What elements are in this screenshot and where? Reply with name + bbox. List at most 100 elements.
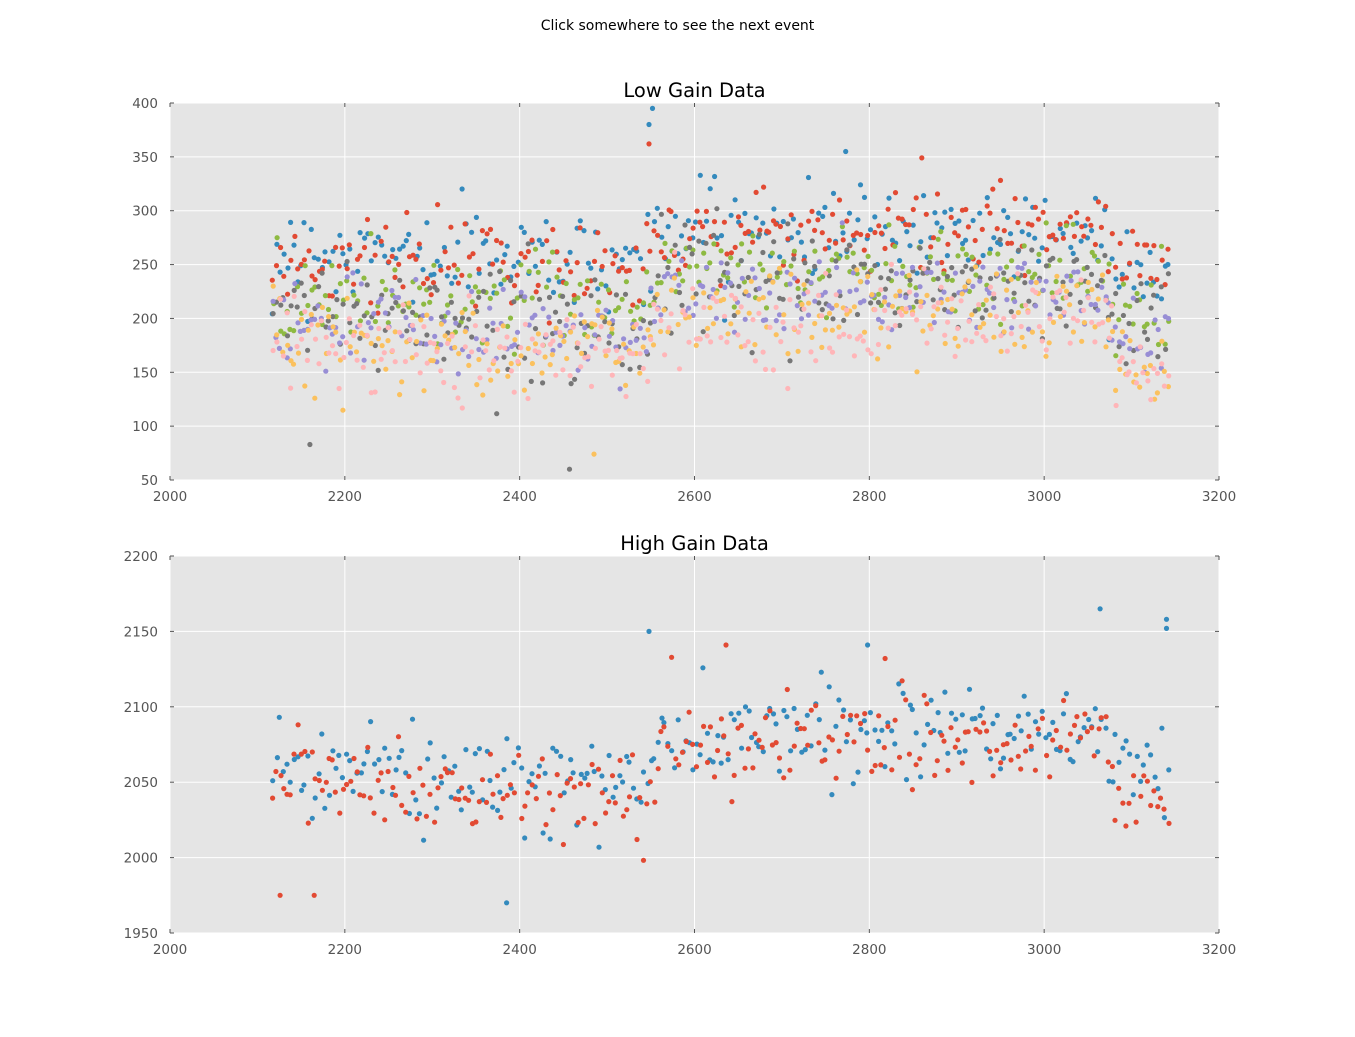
data-point xyxy=(1057,221,1063,227)
data-point xyxy=(980,252,986,259)
data-point xyxy=(1011,314,1017,320)
data-point xyxy=(566,466,573,472)
data-point xyxy=(323,779,329,785)
data-point xyxy=(878,762,884,768)
data-point xyxy=(514,272,520,278)
data-point xyxy=(678,233,685,239)
data-point xyxy=(934,260,941,266)
data-point xyxy=(278,328,284,334)
data-point xyxy=(703,208,710,214)
data-point xyxy=(711,774,718,780)
data-point xyxy=(350,270,356,276)
data-point xyxy=(1166,373,1172,379)
data-point xyxy=(383,287,389,293)
data-point xyxy=(945,767,951,773)
data-point xyxy=(1106,778,1112,784)
y-tick-label: 1950 xyxy=(124,926,158,942)
data-point xyxy=(781,707,787,714)
data-point xyxy=(1134,753,1140,760)
data-point xyxy=(542,354,548,360)
data-point xyxy=(1032,235,1038,241)
data-point xyxy=(833,302,840,308)
data-point xyxy=(277,296,284,302)
data-point xyxy=(1028,279,1034,285)
data-point xyxy=(826,310,833,316)
data-point xyxy=(329,263,335,269)
data-point xyxy=(1023,302,1029,308)
data-point xyxy=(909,311,916,317)
data-point xyxy=(813,358,819,364)
data-point xyxy=(781,326,787,332)
data-point xyxy=(760,349,766,355)
data-point xyxy=(792,275,798,281)
data-point xyxy=(620,779,626,785)
data-point xyxy=(535,773,542,779)
data-point xyxy=(497,268,503,275)
data-point xyxy=(326,314,332,320)
data-point xyxy=(326,259,332,265)
data-point xyxy=(341,354,347,361)
data-point xyxy=(673,756,679,762)
data-point xyxy=(459,272,465,278)
data-point xyxy=(1130,295,1136,301)
data-point xyxy=(857,720,864,727)
data-point xyxy=(645,211,651,217)
data-point xyxy=(543,822,549,828)
data-point xyxy=(973,272,979,278)
data-point xyxy=(658,280,664,286)
data-point xyxy=(1008,309,1014,315)
data-point xyxy=(872,727,878,733)
data-point xyxy=(1158,365,1164,371)
data-point xyxy=(360,364,366,370)
data-point xyxy=(983,297,989,303)
data-point xyxy=(1100,320,1106,326)
data-point xyxy=(323,334,329,340)
data-point xyxy=(822,289,828,295)
data-point xyxy=(358,281,364,287)
data-point xyxy=(1043,220,1049,226)
data-point xyxy=(291,756,297,763)
data-point xyxy=(1047,312,1053,318)
data-point xyxy=(966,278,972,284)
data-point xyxy=(448,299,454,305)
data-point xyxy=(630,785,637,791)
x-tick-label: 3000 xyxy=(1027,489,1061,505)
data-point xyxy=(1165,384,1171,390)
data-point xyxy=(661,307,667,313)
data-point xyxy=(641,335,647,341)
data-point xyxy=(948,725,954,731)
data-point xyxy=(1161,815,1167,821)
data-point xyxy=(692,219,699,225)
data-point xyxy=(1092,339,1098,345)
data-point xyxy=(626,794,633,800)
data-point xyxy=(458,807,464,813)
data-point xyxy=(906,272,912,278)
data-point xyxy=(791,256,797,262)
data-point xyxy=(1148,752,1154,758)
data-point xyxy=(295,722,301,728)
data-point xyxy=(991,295,997,301)
data-point xyxy=(662,352,668,358)
data-point xyxy=(1103,714,1109,720)
data-point xyxy=(885,723,891,730)
data-point xyxy=(620,813,627,819)
data-point xyxy=(406,773,412,780)
data-point xyxy=(1070,250,1076,256)
data-point xyxy=(889,728,895,734)
data-point xyxy=(732,244,738,250)
y-tick-label: 100 xyxy=(132,419,158,435)
data-point xyxy=(329,293,335,299)
data-point xyxy=(473,336,479,342)
data-point xyxy=(1112,731,1118,738)
data-point xyxy=(756,296,762,302)
data-point xyxy=(522,803,528,809)
scatter-series-4 xyxy=(270,206,1171,472)
y-tick-label: 200 xyxy=(132,311,158,327)
data-point xyxy=(476,346,482,353)
data-point xyxy=(273,768,279,775)
data-point xyxy=(463,747,469,753)
data-point xyxy=(1044,247,1050,253)
data-point xyxy=(990,773,996,779)
